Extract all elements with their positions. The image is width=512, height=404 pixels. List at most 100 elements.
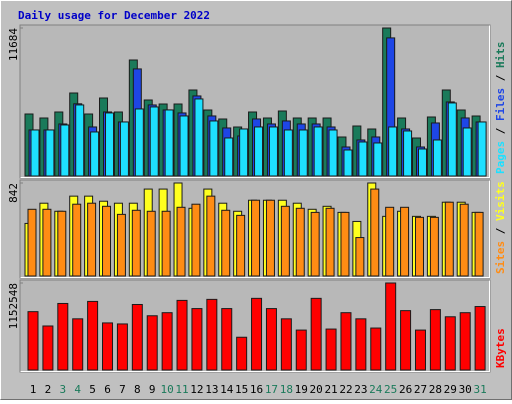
x-tick-label: 1 [30, 383, 37, 396]
bar [87, 300, 99, 371]
bar [131, 209, 141, 277]
bar [388, 126, 398, 177]
bar [161, 210, 171, 277]
x-tick-label: 20 [310, 383, 323, 396]
bar [57, 302, 69, 371]
bar [42, 208, 52, 277]
legend-entry: KBytes [494, 328, 507, 368]
x-tick-label: 28 [429, 383, 442, 396]
bar [116, 213, 126, 277]
bar [474, 306, 486, 371]
bar [462, 127, 472, 177]
bar [414, 329, 426, 371]
x-tick-label: 9 [149, 383, 156, 396]
panel-edge [20, 280, 490, 372]
bar [194, 98, 204, 177]
bar [236, 214, 246, 277]
bar [328, 129, 338, 177]
bar [102, 205, 112, 277]
bar [221, 209, 231, 277]
bar [370, 188, 380, 277]
legend-separator: / [494, 127, 507, 134]
bar [403, 130, 413, 177]
bar [325, 207, 335, 277]
x-tick-label: 29 [444, 383, 457, 396]
x-tick-label: 12 [190, 383, 203, 396]
x-tick-label: 23 [354, 383, 367, 396]
bar [313, 126, 323, 177]
x-tick-label: 17 [265, 383, 278, 396]
bar [385, 206, 395, 277]
bar [414, 216, 424, 277]
x-tick-label: 27 [414, 383, 427, 396]
x-tick-label: 5 [89, 383, 96, 396]
x-tick-label: 18 [280, 383, 293, 396]
bar [298, 129, 308, 177]
bar [239, 128, 249, 177]
x-tick-label: 26 [399, 383, 412, 396]
bar [60, 124, 70, 177]
bar [432, 139, 442, 177]
x-tick-label: 8 [134, 383, 141, 396]
bar [280, 205, 290, 277]
bar [444, 201, 454, 277]
x-tick-label: 11 [175, 383, 188, 396]
bar [310, 297, 322, 371]
bar [236, 336, 248, 371]
y-tick-label: 11684 [7, 28, 20, 61]
legend-separator: / [494, 227, 507, 234]
bar [179, 115, 189, 177]
bar [57, 210, 67, 277]
x-tick-label: 14 [220, 383, 234, 396]
x-tick-label: 19 [295, 383, 308, 396]
legend: KBytes [494, 328, 507, 368]
bar [87, 202, 97, 277]
y-tick-label: 1152548 [7, 283, 20, 329]
legend: Pages / Files / Hits [494, 42, 507, 175]
bar [102, 322, 114, 371]
bar [191, 308, 203, 371]
bar [90, 131, 100, 177]
bar [254, 126, 264, 177]
x-tick-label: 13 [205, 383, 218, 396]
bar [72, 203, 82, 277]
legend-entry: Hits [494, 42, 507, 69]
bar [27, 311, 39, 371]
bar [105, 112, 115, 177]
bar [72, 318, 84, 371]
x-tick-label: 31 [473, 383, 486, 396]
bar [459, 312, 471, 371]
bar [149, 106, 159, 177]
panel-edge [20, 25, 490, 178]
bar [221, 308, 233, 371]
bar [355, 237, 365, 277]
x-tick-label: 21 [324, 383, 337, 396]
bar [116, 323, 128, 371]
bar [340, 312, 352, 371]
bar [75, 104, 85, 177]
bar [400, 310, 412, 371]
y-tick-label: 842 [7, 183, 20, 203]
x-tick-label: 24 [369, 383, 383, 396]
bar [447, 102, 457, 177]
chart-title: Daily usage for December 2022 [18, 9, 210, 22]
bar [295, 329, 307, 371]
bar [280, 318, 292, 371]
bar [459, 203, 469, 277]
bar [268, 126, 278, 177]
bar [474, 211, 484, 277]
bar [385, 282, 397, 371]
bar [176, 206, 186, 277]
bar [30, 129, 40, 177]
bar [373, 142, 383, 177]
x-tick-label: 3 [59, 383, 66, 396]
bar [358, 141, 368, 177]
bar [400, 206, 410, 277]
panel-edge [20, 180, 490, 278]
bar [343, 149, 353, 177]
bar [251, 199, 261, 277]
legend-separator: / [494, 74, 507, 81]
bar [42, 325, 54, 371]
bar [429, 216, 439, 277]
